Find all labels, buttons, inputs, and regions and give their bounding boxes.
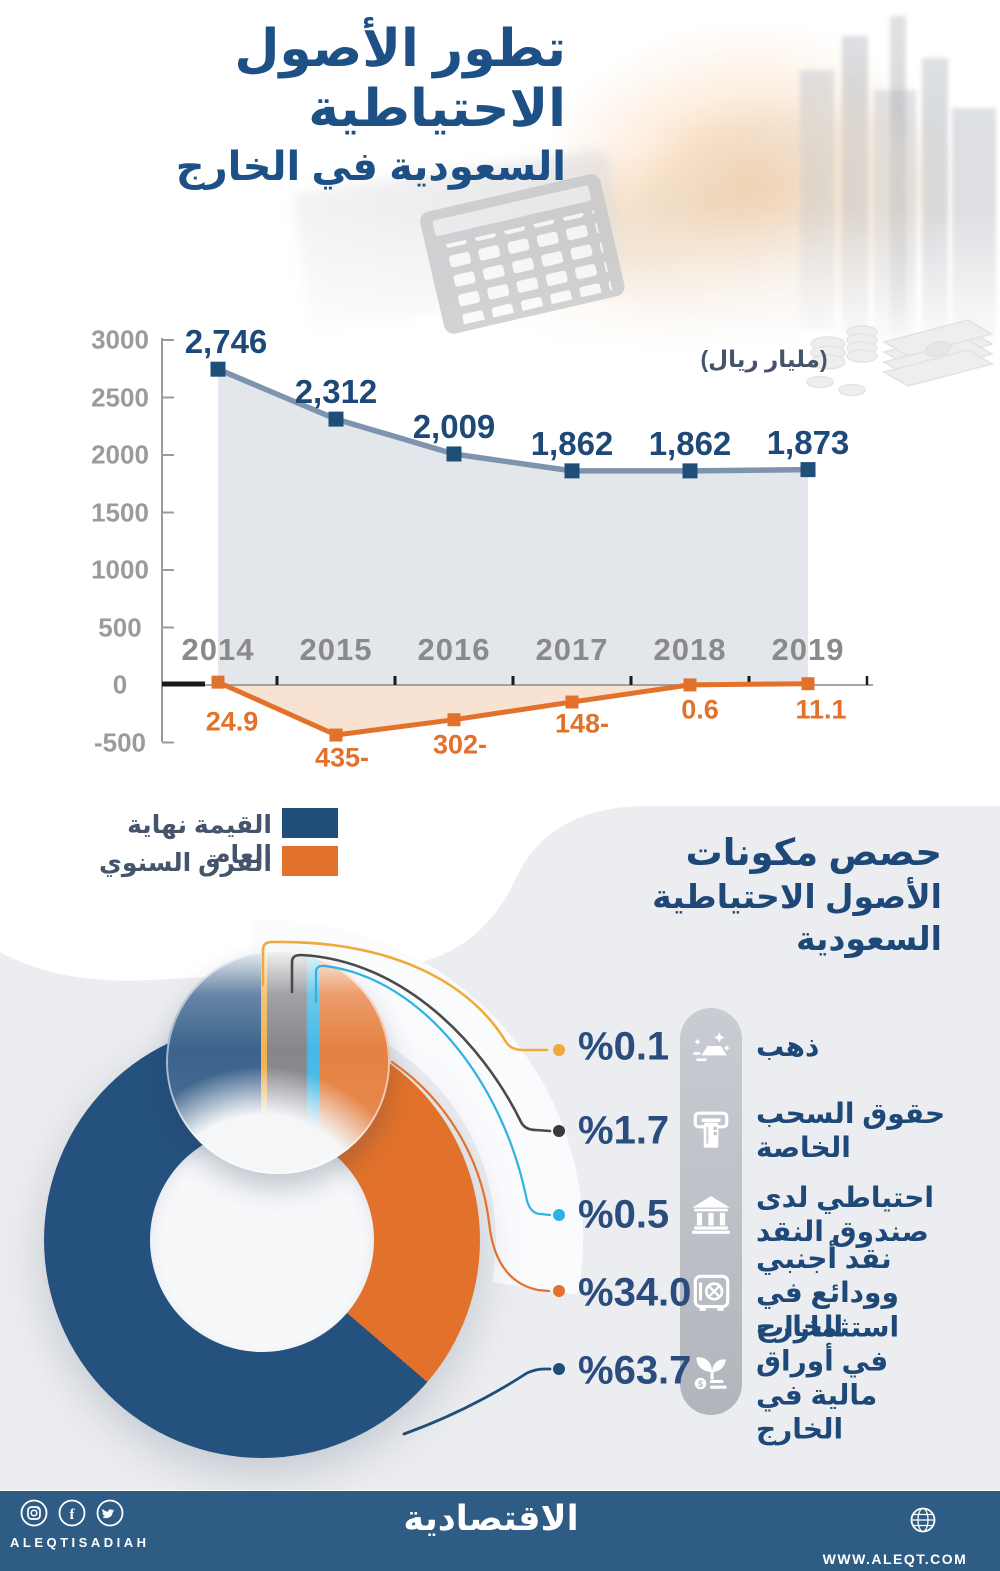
- globe-icon: [908, 1505, 938, 1540]
- year-end-marker: [328, 411, 344, 427]
- annual-diff-marker: [801, 677, 815, 691]
- year-end-marker: [682, 463, 698, 479]
- bank-icon: [688, 1192, 734, 1238]
- year-end-area: [218, 369, 808, 685]
- y-tick-label: 0: [112, 669, 128, 700]
- diff-label: 24.9: [205, 706, 259, 737]
- legend-label-year-end: القيمة نهاية العام: [127, 811, 272, 869]
- y-tick-label: 2000: [91, 439, 149, 470]
- slice-pct: %34.0: [578, 1270, 692, 1315]
- slice-pct: %63.7: [578, 1348, 692, 1393]
- value-label: 2,746: [184, 323, 268, 361]
- y-tick-label: 2500: [91, 382, 149, 412]
- slice-name: استثمارات في أوراق مالية في الخارج: [756, 1311, 900, 1446]
- gold-ingot-icon: [688, 1024, 734, 1070]
- money-watermark-icon: [806, 319, 994, 397]
- annual-diff-marker: [447, 713, 461, 727]
- sprout-coin-icon: $: [688, 1348, 734, 1394]
- annual-diff-marker: [211, 675, 225, 689]
- y-tick-label: -500: [93, 727, 147, 757]
- slice-name: حقوق السحب الخاصة: [756, 1097, 946, 1163]
- year-label: 2017: [535, 632, 609, 667]
- dot-gold: [553, 1044, 565, 1056]
- year-label: 2014: [181, 632, 255, 667]
- instagram-icon[interactable]: [20, 1499, 48, 1527]
- year-end-line: [216, 366, 809, 474]
- value-label: 2,009: [412, 407, 496, 445]
- y-tick-label: 500: [98, 612, 142, 642]
- unit-label: (مليار ريال): [700, 346, 828, 372]
- calculator-icon: [420, 174, 625, 334]
- chart-markers: [210, 361, 816, 742]
- legend-swatch-year-end: [282, 808, 338, 838]
- diff-label: 0.6: [681, 694, 719, 725]
- value-label: 2,312: [294, 373, 378, 411]
- twitter-icon[interactable]: [96, 1499, 124, 1527]
- year-label: 2016: [417, 632, 491, 667]
- diff-label: 11.1: [795, 694, 847, 725]
- icon-capsule: [680, 1008, 742, 1415]
- value-label: 1,862: [530, 424, 614, 462]
- year-end-marker: [800, 462, 816, 478]
- website-url[interactable]: WWW.ALEQT.COM: [822, 1551, 968, 1567]
- chart-lines: [216, 366, 809, 738]
- atm-card-icon: [688, 1108, 734, 1154]
- page-title-line2: السعودية في الخارج: [175, 144, 566, 189]
- footer-bar: f ALEQTISADIAH الاقتصادية WWW.ALEQT.COM: [0, 1491, 1000, 1571]
- dot-deposits: [553, 1285, 565, 1297]
- leader-line-deposits: [390, 1060, 551, 1293]
- diff-label: 435-: [314, 742, 370, 773]
- pie-title-line2: الأصول الاحتياطية السعودية: [652, 878, 942, 957]
- leader-dots: [553, 1044, 565, 1375]
- page-title-line1: تطور الأصول الاحتياطية: [234, 20, 566, 138]
- magnifier-bubble: [166, 950, 390, 1174]
- value-label: 1,873: [766, 423, 850, 461]
- slice-name: احتياطي لدى صندوق النقد: [756, 1181, 934, 1247]
- year-label: 2019: [771, 632, 845, 667]
- page-title: تطور الأصول الاحتياطية السعودية في الخار…: [100, 20, 566, 190]
- year-label: 2015: [299, 632, 373, 667]
- pie-section-title: حصص مكونات الأصول الاحتياطية السعودية: [512, 830, 942, 959]
- dot-imf: [553, 1209, 565, 1221]
- facebook-icon[interactable]: f: [58, 1499, 86, 1527]
- diff-label: 302-: [432, 729, 488, 760]
- y-tick-label: 3000: [91, 324, 149, 355]
- annual-diff-line: [216, 679, 809, 738]
- value-label: 1,862: [648, 424, 732, 462]
- leader-line-securities: [402, 1367, 552, 1436]
- svg-text:f: f: [70, 1507, 76, 1523]
- social-icons: f: [18, 1497, 148, 1534]
- year-label: 2018: [653, 632, 727, 667]
- annual-diff-marker: [683, 678, 697, 692]
- slice-pct: %0.1: [578, 1024, 670, 1069]
- pie-title-line1: حصص مكونات: [685, 832, 942, 873]
- legend-swatch-annual-diff: [282, 846, 338, 876]
- slice-pct: %1.7: [578, 1108, 670, 1153]
- diff-label: 148-: [554, 708, 610, 739]
- slice-name: ذهب: [756, 1030, 820, 1062]
- y-tick-label: 1500: [91, 497, 149, 527]
- year-end-marker: [446, 446, 462, 462]
- safe-icon: [688, 1270, 734, 1316]
- brand-logo: الاقتصادية: [403, 1499, 579, 1538]
- dot-sdr: [553, 1125, 565, 1137]
- legend-label-annual-diff: الفرق السنوي: [99, 849, 272, 877]
- annual-diff-marker: [329, 728, 343, 742]
- slice-pct: %0.5: [578, 1192, 670, 1237]
- leader-line-gold: [261, 940, 549, 1052]
- leader-line-sdr: [290, 953, 552, 1133]
- year-end-marker: [210, 361, 226, 377]
- leader-line-imf: [314, 964, 552, 1217]
- year-end-marker: [564, 463, 580, 479]
- leader-lines: [261, 940, 552, 1436]
- svg-text:$: $: [698, 1378, 704, 1389]
- social-handle: ALEQTISADIAH: [10, 1535, 150, 1550]
- y-tick-label: 1000: [91, 554, 149, 585]
- annual-diff-marker: [565, 695, 579, 709]
- dot-securities: [553, 1363, 565, 1375]
- slice-name: نقد أجنبي وودائع في الخارج: [756, 1242, 899, 1343]
